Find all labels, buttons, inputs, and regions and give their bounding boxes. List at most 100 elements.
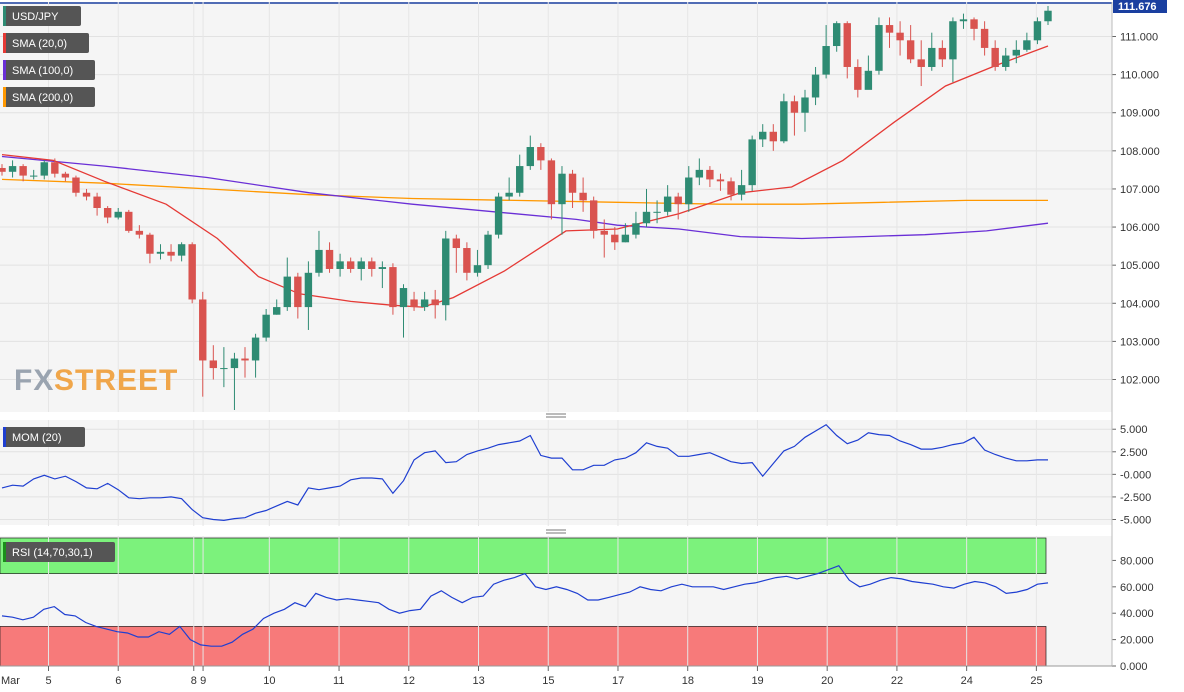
candle-body — [156, 251, 165, 254]
candle-body — [811, 74, 820, 98]
candle — [980, 21, 989, 56]
candle — [822, 25, 830, 79]
svg-text:MOM (20): MOM (20) — [12, 432, 62, 444]
candle-body — [759, 131, 767, 140]
candle — [0, 164, 6, 176]
legend-rsi[interactable]: RSI (14,70,30,1) — [3, 542, 115, 562]
svg-text:STREET: STREET — [54, 364, 178, 397]
candle-body — [325, 249, 334, 269]
candle — [991, 40, 999, 71]
candle-body — [547, 160, 556, 205]
candle-body — [706, 169, 714, 180]
candle-body — [463, 248, 471, 273]
price-panel — [0, 2, 1112, 412]
candle-body — [589, 200, 598, 231]
candle-body — [399, 288, 408, 308]
candle — [843, 21, 851, 79]
x-axis-tick-label: 25 — [1030, 675, 1042, 687]
momentum-axis-tick-label: -5.000 — [1120, 514, 1151, 526]
candle-body — [896, 32, 904, 41]
candle-body — [315, 249, 323, 273]
rsi-oversold-zone — [0, 626, 1047, 667]
candle — [410, 291, 418, 311]
candle-body — [283, 276, 291, 308]
momentum-axis-tick-label: 5.000 — [1120, 424, 1148, 436]
candle-body — [494, 196, 503, 235]
candle-body — [199, 299, 207, 361]
candle-body — [294, 276, 302, 308]
sma200-line — [1, 178, 1048, 205]
candle-body — [642, 211, 651, 224]
candle-body — [822, 46, 830, 75]
candle — [431, 289, 439, 319]
candle — [346, 257, 355, 273]
legend-momentum[interactable]: MOM (20) — [3, 427, 85, 447]
candle-body — [8, 166, 17, 172]
candle — [706, 166, 714, 188]
candle-body — [452, 238, 461, 249]
candle — [40, 160, 48, 180]
rsi-axis-tick-label: 0.000 — [1120, 661, 1148, 673]
candle-body — [241, 358, 249, 361]
candle — [442, 230, 450, 321]
candle-body — [980, 28, 989, 48]
svg-text:111.676: 111.676 — [1118, 1, 1157, 13]
candle — [727, 177, 735, 201]
candle-body — [378, 267, 387, 269]
candle — [283, 257, 291, 311]
candle-body — [674, 196, 682, 205]
candle — [251, 333, 260, 378]
candle — [875, 17, 883, 75]
candle — [769, 124, 777, 151]
candle-body — [558, 173, 566, 205]
svg-text:SMA (20,0): SMA (20,0) — [12, 38, 67, 50]
candle — [1023, 32, 1031, 52]
x-axis-tick-label: 18 — [682, 675, 694, 687]
candle — [906, 25, 915, 64]
panel-resize-handle-1[interactable] — [546, 413, 566, 418]
candle — [611, 227, 619, 250]
candle — [674, 192, 682, 220]
candle-body — [135, 230, 144, 235]
candle — [241, 347, 249, 378]
candle — [1044, 6, 1052, 26]
candle — [1012, 40, 1021, 64]
candle — [177, 242, 186, 262]
candle-body — [304, 272, 313, 308]
candle-body — [51, 162, 59, 174]
candle-body — [737, 185, 746, 195]
candle-body — [1044, 10, 1052, 22]
legend-usdjpy[interactable]: USD/JPY — [3, 6, 81, 26]
candle-body — [410, 299, 418, 308]
candle — [949, 17, 957, 83]
candle — [537, 143, 545, 170]
legend-sma100[interactable]: SMA (100,0) — [3, 60, 95, 80]
candle-body — [420, 299, 429, 308]
candle — [685, 166, 693, 212]
x-axis-tick-label: 9 — [200, 675, 206, 687]
candle — [1002, 47, 1010, 71]
momentum-axis-tick-label: -0.000 — [1120, 469, 1151, 481]
legend-sma20[interactable]: SMA (20,0) — [3, 33, 89, 53]
candle-body — [146, 234, 154, 254]
candle-body — [906, 40, 915, 60]
panel-resize-handle-2[interactable] — [546, 529, 566, 534]
rsi-line — [1, 564, 1049, 647]
svg-text:FX: FX — [14, 364, 54, 397]
candle — [473, 249, 482, 277]
candle-body — [854, 66, 862, 90]
candle — [29, 169, 38, 180]
price-axis-tick-label: 103.000 — [1120, 336, 1160, 348]
candle — [1033, 17, 1042, 45]
candle — [737, 169, 746, 201]
x-axis-tick-label: 6 — [115, 675, 121, 687]
x-axis-tick-label: 10 — [263, 675, 275, 687]
candle-body — [959, 19, 968, 22]
x-axis-tick-label: 5 — [45, 675, 51, 687]
x-axis-tick-label: 17 — [612, 675, 624, 687]
candle-body — [885, 25, 894, 33]
candle-body — [82, 192, 91, 197]
legend-sma200[interactable]: SMA (200,0) — [3, 87, 95, 107]
candle — [420, 291, 429, 311]
candle — [463, 242, 471, 281]
